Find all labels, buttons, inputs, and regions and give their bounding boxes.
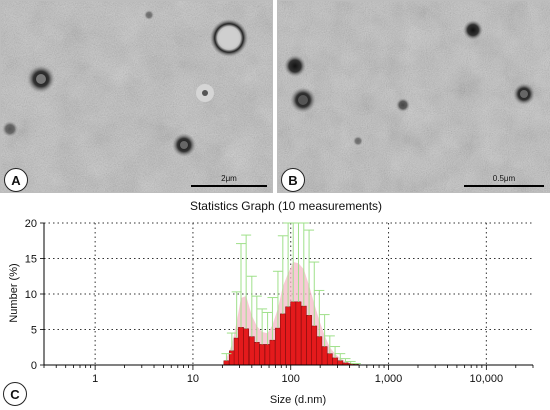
histogram-bar bbox=[321, 346, 328, 366]
micrograph-image-b bbox=[278, 1, 550, 192]
histogram-bar bbox=[290, 301, 297, 366]
micrograph-image-a bbox=[1, 1, 272, 192]
histogram-bar bbox=[306, 315, 312, 366]
histogram-bar bbox=[259, 344, 265, 366]
x-tick-label: 1,000 bbox=[375, 373, 403, 385]
histogram-bar bbox=[238, 327, 244, 366]
y-tick-label: 5 bbox=[31, 325, 37, 337]
panel-label-a: A bbox=[4, 168, 28, 192]
panel-label-c: C bbox=[3, 382, 27, 406]
x-tick-label: 100 bbox=[282, 373, 300, 385]
chart-axes bbox=[40, 222, 534, 370]
y-tick-label: 20 bbox=[25, 218, 37, 230]
panel-label-b: B bbox=[281, 168, 305, 192]
histogram-bar bbox=[326, 353, 333, 366]
chart-title: Statistics Graph (10 measurements) bbox=[190, 199, 382, 213]
histogram-bar bbox=[264, 344, 271, 366]
chart-error-bars bbox=[221, 222, 361, 365]
histogram-bar bbox=[300, 305, 307, 366]
histogram-bar bbox=[316, 336, 323, 366]
scale-bar-label-a: 2μm bbox=[221, 174, 237, 183]
histogram-bar bbox=[279, 313, 286, 366]
histogram-bar bbox=[229, 350, 235, 366]
histogram-bar bbox=[337, 360, 344, 366]
histogram-bar bbox=[223, 360, 230, 366]
size-distribution-chart: Statistics Graph (10 measurements) 0 5 10 1… bbox=[8, 199, 534, 406]
micrograph-panel-a: A 2μm bbox=[0, 0, 273, 193]
x-tick-label: 1 bbox=[92, 373, 98, 385]
scale-bar-label-b: 0.5μm bbox=[492, 174, 516, 183]
scale-bar-a bbox=[191, 185, 267, 187]
histogram-bar bbox=[295, 301, 302, 366]
y-tick-label: 0 bbox=[31, 360, 37, 372]
chart-tick-labels: 0 5 10 15 20 1 10 100 1,000 10,000 bbox=[25, 218, 503, 385]
y-axis-label: Number (%) bbox=[8, 263, 20, 322]
histogram-bar bbox=[269, 339, 276, 366]
histogram-bar bbox=[311, 325, 318, 366]
chart-bars bbox=[223, 301, 359, 366]
x-tick-label: 10 bbox=[187, 373, 199, 385]
histogram-bar bbox=[285, 306, 291, 366]
histogram-bar bbox=[243, 328, 249, 366]
micrograph-panel-b: B 0.5μm bbox=[277, 0, 550, 193]
x-axis-label: Size (d.nm) bbox=[270, 394, 326, 406]
y-tick-label: 10 bbox=[25, 289, 37, 301]
scale-bar-b bbox=[464, 185, 544, 187]
histogram-bar bbox=[253, 342, 260, 366]
histogram-bar bbox=[332, 357, 338, 366]
y-tick-label: 15 bbox=[25, 254, 37, 266]
histogram-bar bbox=[248, 336, 255, 366]
histogram-bar bbox=[275, 327, 281, 366]
x-tick-label: 10,000 bbox=[470, 373, 504, 385]
